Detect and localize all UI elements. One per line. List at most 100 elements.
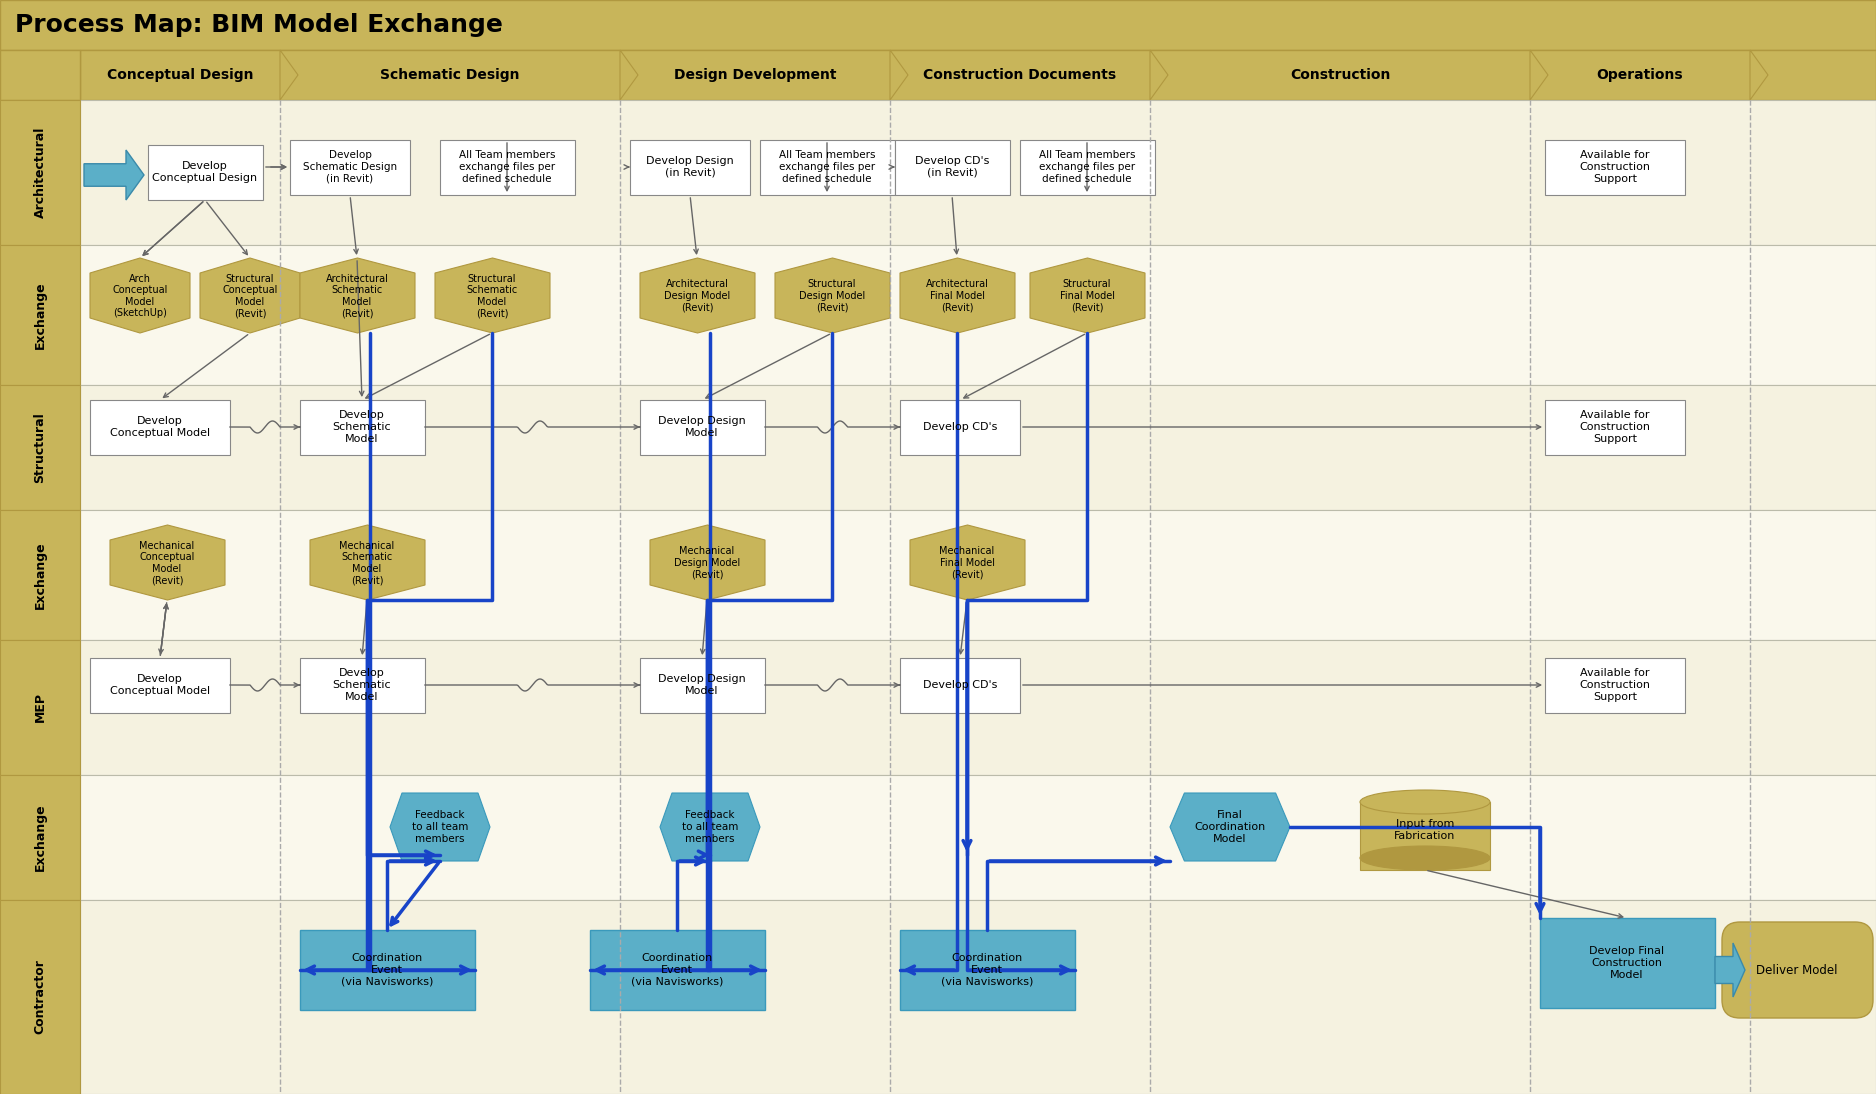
Text: All Team members
exchange files per
defined schedule: All Team members exchange files per defi… [460,150,555,184]
Text: Available for
Construction
Support: Available for Construction Support [1580,150,1651,184]
Text: Develop Design
(in Revit): Develop Design (in Revit) [645,156,734,178]
Bar [760,140,895,195]
Text: Final
Coordination
Model: Final Coordination Model [1195,811,1266,843]
Polygon shape [90,258,189,333]
Polygon shape [1030,258,1144,333]
Text: Architectural
Design Model
(Revit): Architectural Design Model (Revit) [664,279,730,313]
Polygon shape [300,258,415,333]
Bar [0,775,81,900]
Text: Develop CD's
(in Revit): Develop CD's (in Revit) [915,156,989,178]
Bar [300,657,426,713]
Text: Contractor: Contractor [34,959,47,1035]
Text: Feedback
to all team
members: Feedback to all team members [413,811,469,843]
Text: Exchange: Exchange [34,804,47,871]
Bar [81,640,1876,775]
Polygon shape [310,525,426,600]
Text: Develop Final
Construction
Model: Develop Final Construction Model [1589,946,1664,979]
Bar [300,400,426,455]
Text: Develop
Conceptual Model: Develop Conceptual Model [111,674,210,696]
Bar [895,140,1009,195]
Bar [81,775,1876,900]
Bar [630,140,750,195]
Text: Develop
Schematic Design
(in Revit): Develop Schematic Design (in Revit) [302,150,398,184]
Text: Architectural: Architectural [34,127,47,218]
Bar [0,640,81,775]
Text: Coordination
Event
(via Navisworks): Coordination Event (via Navisworks) [940,953,1034,987]
Bar [90,657,231,713]
Text: Mechanical
Conceptual
Model
(Revit): Mechanical Conceptual Model (Revit) [139,540,195,585]
Bar [0,900,81,1094]
Bar [0,510,81,640]
Bar [0,0,1876,50]
Text: Structural
Final Model
(Revit): Structural Final Model (Revit) [1060,279,1114,313]
Text: Schematic Design: Schematic Design [381,68,520,82]
Polygon shape [1750,50,1767,100]
Text: Develop CD's: Develop CD's [923,680,998,690]
Polygon shape [390,793,490,861]
Text: Feedback
to all team
members: Feedback to all team members [681,811,737,843]
Polygon shape [889,50,908,100]
Text: Develop
Schematic
Model: Develop Schematic Model [332,410,392,443]
Text: Structural
Design Model
(Revit): Structural Design Model (Revit) [799,279,865,313]
Bar [81,50,1876,100]
Bar [0,245,81,385]
Text: Mechanical
Design Model
(Revit): Mechanical Design Model (Revit) [673,546,741,580]
Polygon shape [1150,50,1169,100]
Text: Construction Documents: Construction Documents [923,68,1116,82]
Polygon shape [1171,793,1291,861]
Text: Exchange: Exchange [34,542,47,609]
Bar [900,930,1075,1010]
Polygon shape [280,50,298,100]
Bar [589,930,765,1010]
Text: Deliver Model: Deliver Model [1756,964,1838,977]
Ellipse shape [1360,790,1490,814]
Bar [441,140,576,195]
Text: Develop Design
Model: Develop Design Model [658,416,747,438]
Text: Architectural
Final Model
(Revit): Architectural Final Model (Revit) [925,279,989,313]
Polygon shape [435,258,550,333]
Bar [900,400,1021,455]
Bar [148,146,263,200]
Text: Mechanical
Final Model
(Revit): Mechanical Final Model (Revit) [940,546,994,580]
Text: Conceptual Design: Conceptual Design [107,68,253,82]
Text: Input from
Fabrication: Input from Fabrication [1394,819,1456,841]
Polygon shape [111,525,225,600]
Text: Design Development: Design Development [673,68,837,82]
Polygon shape [775,258,889,333]
Text: Available for
Construction
Support: Available for Construction Support [1580,410,1651,443]
Bar [0,50,81,100]
Bar [1546,400,1685,455]
Text: Mechanical
Schematic
Model
(Revit): Mechanical Schematic Model (Revit) [340,540,394,585]
Text: MEP: MEP [34,693,47,722]
Polygon shape [84,150,144,200]
Bar [0,385,81,510]
Bar [640,400,765,455]
Text: Available for
Construction
Support: Available for Construction Support [1580,668,1651,701]
Bar [81,100,1876,245]
Polygon shape [640,258,754,333]
Polygon shape [619,50,638,100]
Polygon shape [1531,50,1548,100]
Text: Architectural
Schematic
Model
(Revit): Architectural Schematic Model (Revit) [326,274,388,318]
Text: Structural: Structural [34,412,47,482]
Text: Develop
Conceptual Design: Develop Conceptual Design [152,161,257,183]
Text: Structural
Conceptual
Model
(Revit): Structural Conceptual Model (Revit) [223,274,278,318]
Text: Process Map: BIM Model Exchange: Process Map: BIM Model Exchange [15,13,503,37]
Bar [81,900,1876,1094]
Text: Develop CD's: Develop CD's [923,422,998,432]
Bar [81,510,1876,640]
Text: Develop Design
Model: Develop Design Model [658,674,747,696]
Polygon shape [649,525,765,600]
Bar [81,245,1876,385]
Bar [1540,918,1715,1008]
Bar [1360,802,1490,870]
Bar [291,140,411,195]
Text: Coordination
Event
(via Navisworks): Coordination Event (via Navisworks) [630,953,722,987]
Ellipse shape [1360,846,1490,870]
Bar [1546,140,1685,195]
Polygon shape [910,525,1024,600]
Text: Construction: Construction [1291,68,1390,82]
Polygon shape [201,258,300,333]
Text: All Team members
exchange files per
defined schedule: All Team members exchange files per defi… [779,150,876,184]
Text: Coordination
Event
(via Navisworks): Coordination Event (via Navisworks) [341,953,433,987]
